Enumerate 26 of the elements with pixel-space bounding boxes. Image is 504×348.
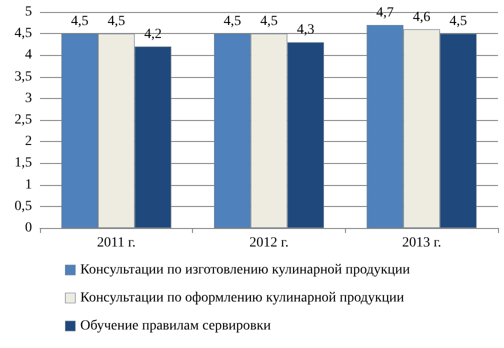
- y-tick-label: 5: [25, 4, 32, 20]
- data-label: 4,5: [450, 14, 468, 30]
- data-label: 4,3: [296, 22, 314, 38]
- legend-label: Консультации по изготовлению кулинарной продукции: [80, 262, 411, 278]
- y-tick-label: 2,5: [14, 112, 32, 128]
- legend-label: Обучение правилам сервировки: [80, 318, 272, 334]
- legend-label: Консультации по оформлению кулинарной продукции: [80, 290, 405, 306]
- data-label: 4,5: [70, 14, 88, 30]
- y-tick-label: 1,5: [14, 156, 32, 171]
- y-tick-label: 3: [25, 90, 32, 106]
- x-tick-label: 2012 г.: [249, 236, 289, 250]
- x-tick-label: 2011 г.: [97, 236, 136, 250]
- y-tick-label: 4,5: [14, 26, 32, 42]
- y-tick-label: 4: [25, 48, 32, 63]
- x-tick-label: 2013 г.: [402, 236, 442, 250]
- data-label: 4,6: [412, 10, 430, 25]
- data-label: 4,2: [144, 27, 162, 42]
- data-label: 4,5: [224, 14, 242, 30]
- data-label: 4,5: [260, 14, 278, 30]
- y-tick-label: 1: [25, 177, 32, 192]
- y-tick-label: 0: [25, 220, 32, 236]
- data-label: 4,5: [108, 14, 126, 30]
- y-tick-label: 2: [25, 134, 32, 150]
- y-tick-label: 0,5: [14, 198, 32, 214]
- y-tick-label: 3,5: [14, 69, 32, 84]
- data-label: 4,7: [376, 5, 394, 20]
